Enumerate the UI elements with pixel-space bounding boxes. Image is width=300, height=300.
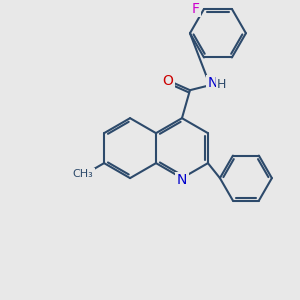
Text: O: O xyxy=(163,74,173,88)
Text: H: H xyxy=(217,78,226,91)
Text: CH₃: CH₃ xyxy=(73,169,93,179)
Text: N: N xyxy=(177,173,187,187)
Text: N: N xyxy=(208,76,218,90)
Text: F: F xyxy=(192,2,200,16)
